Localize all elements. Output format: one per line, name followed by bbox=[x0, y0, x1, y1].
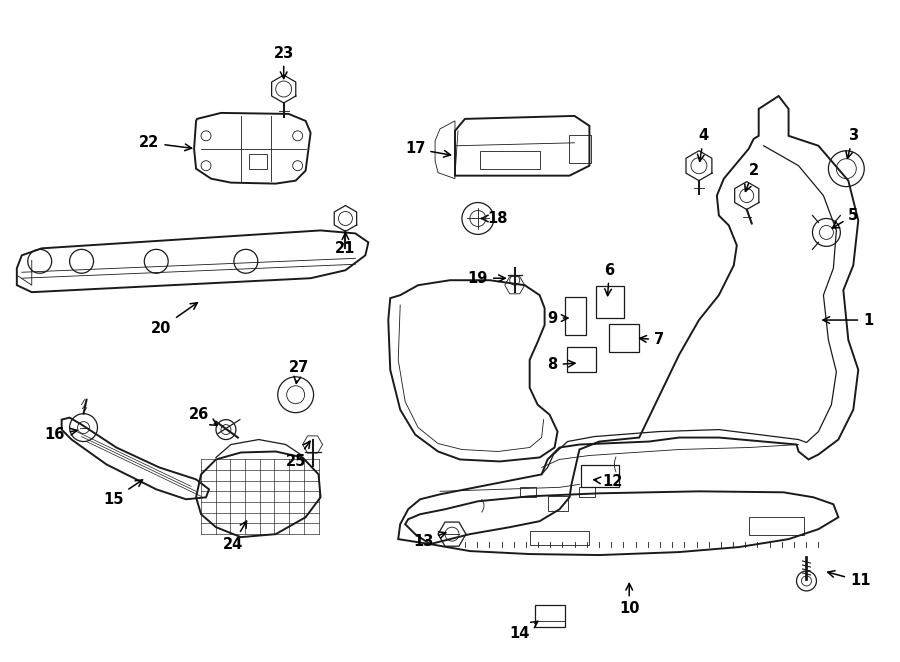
Bar bbox=[609, 324, 639, 352]
Bar bbox=[580, 487, 596, 497]
Bar bbox=[597, 286, 625, 318]
Text: 10: 10 bbox=[619, 583, 640, 616]
Text: 13: 13 bbox=[413, 532, 446, 549]
Text: 18: 18 bbox=[482, 211, 508, 226]
Bar bbox=[530, 531, 590, 545]
Text: 19: 19 bbox=[468, 271, 505, 286]
Bar bbox=[535, 605, 564, 627]
Bar bbox=[547, 496, 568, 511]
Bar bbox=[564, 297, 587, 335]
Text: 17: 17 bbox=[405, 141, 451, 157]
Text: 2: 2 bbox=[745, 163, 759, 191]
Text: 8: 8 bbox=[547, 357, 575, 372]
Text: 6: 6 bbox=[604, 263, 615, 296]
Bar bbox=[581, 465, 619, 487]
Text: 15: 15 bbox=[104, 480, 142, 507]
Text: 16: 16 bbox=[44, 427, 77, 442]
Text: 20: 20 bbox=[151, 303, 197, 336]
Text: 9: 9 bbox=[547, 310, 568, 326]
Text: 27: 27 bbox=[289, 360, 309, 383]
Text: 11: 11 bbox=[828, 571, 870, 589]
Text: 4: 4 bbox=[698, 128, 709, 162]
Text: 1: 1 bbox=[823, 312, 873, 328]
Text: 3: 3 bbox=[846, 128, 859, 158]
Text: 12: 12 bbox=[594, 474, 623, 489]
Bar bbox=[519, 487, 536, 497]
Text: 25: 25 bbox=[285, 441, 310, 469]
Text: 24: 24 bbox=[223, 521, 247, 551]
Text: 21: 21 bbox=[336, 233, 356, 256]
Bar bbox=[480, 151, 540, 169]
Text: 23: 23 bbox=[274, 46, 293, 79]
Bar bbox=[248, 154, 266, 169]
Text: 26: 26 bbox=[189, 407, 217, 425]
Text: 14: 14 bbox=[509, 622, 538, 641]
Bar bbox=[566, 347, 597, 372]
Text: 22: 22 bbox=[140, 135, 192, 151]
Text: 7: 7 bbox=[640, 332, 664, 348]
Bar bbox=[749, 517, 804, 535]
Text: 5: 5 bbox=[832, 208, 859, 228]
Bar bbox=[570, 135, 591, 163]
